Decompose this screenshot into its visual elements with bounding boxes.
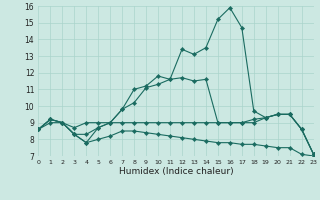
X-axis label: Humidex (Indice chaleur): Humidex (Indice chaleur) bbox=[119, 167, 233, 176]
